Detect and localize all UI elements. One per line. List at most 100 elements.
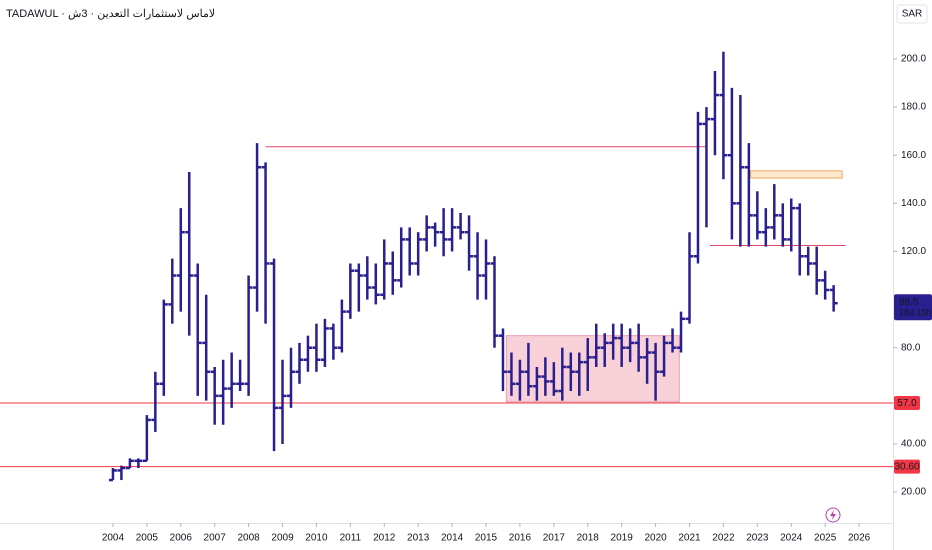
x-tick-label: 2009 <box>271 533 294 544</box>
event-icon[interactable] <box>825 507 841 523</box>
ohlc-bar <box>117 465 126 481</box>
ohlc-bar <box>151 371 160 432</box>
ohlc-bar <box>448 208 457 252</box>
x-tick-label: 2012 <box>373 533 396 544</box>
ohlc-bar <box>498 328 507 392</box>
ohlc-bar <box>634 323 643 372</box>
ohlc-bar <box>736 95 745 247</box>
level-label-box <box>894 396 920 411</box>
ohlc-bar <box>142 415 151 463</box>
ohlc-bar <box>549 362 558 396</box>
ohlc-bar <box>439 208 448 257</box>
currency-box[interactable] <box>896 4 928 24</box>
ohlc-bar <box>312 323 321 372</box>
ohlc-bar <box>176 208 185 312</box>
ohlc-bar <box>456 212 465 240</box>
ohlc-bar <box>465 215 474 271</box>
y-tick-label: 200.0 <box>901 54 926 65</box>
y-tick-label: 40.00 <box>901 439 926 450</box>
ohlc-bar <box>422 215 431 252</box>
y-tick-label: 180.0 <box>901 102 926 113</box>
ohlc-bar <box>515 359 524 401</box>
x-tick-label: 2016 <box>509 533 532 544</box>
ohlc-bar <box>829 285 838 312</box>
ohlc-bar <box>583 338 592 392</box>
x-tick-label: 2007 <box>204 533 227 544</box>
ohlc-bar <box>812 246 821 295</box>
ohlc-bar <box>651 342 660 401</box>
ohlc-bar <box>668 328 677 353</box>
ohlc-bar <box>125 458 134 470</box>
y-tick-label: 120.0 <box>901 246 926 257</box>
ohlc-bar <box>821 270 830 300</box>
level-label: 57.0 <box>897 398 917 409</box>
ohlc-bar <box>778 203 787 247</box>
ohlc-bar <box>490 256 499 348</box>
countdown: 18d 15h <box>899 308 932 318</box>
ohlc-bar <box>168 258 177 324</box>
x-tick-label: 2026 <box>848 533 871 544</box>
ohlc-bar <box>193 263 202 396</box>
ohlc-bar <box>787 198 796 252</box>
ohlc-bar <box>541 357 550 396</box>
ohlc-bar <box>414 232 423 276</box>
ohlc-bar <box>643 338 652 384</box>
chart-title: TADAWUL · لاماس لاستثمارات التعدين · 3ش <box>6 8 215 20</box>
ohlc-bar <box>346 263 355 319</box>
ohlc-bar <box>210 366 219 425</box>
ohlc-bar <box>804 246 813 276</box>
ohlc-bar <box>507 352 516 396</box>
ohlc-bar <box>380 239 389 300</box>
ohlc-bar <box>558 347 567 401</box>
ohlc-bar <box>753 191 762 240</box>
x-tick-label: 2021 <box>678 533 701 544</box>
ohlc-bar <box>253 143 262 312</box>
ohlc-bar <box>524 342 533 396</box>
ohlc-bar <box>617 323 626 367</box>
ohlc-bar <box>626 328 635 363</box>
x-tick-label: 2014 <box>441 533 464 544</box>
y-tick-label: 160.0 <box>901 150 926 161</box>
x-tick-label: 2006 <box>170 533 193 544</box>
ohlc-bar <box>431 222 440 247</box>
ohlc-bar <box>108 468 117 482</box>
x-tick-label: 2008 <box>237 533 260 544</box>
x-tick-label: 2013 <box>407 533 430 544</box>
x-tick-label: 2025 <box>814 533 837 544</box>
ohlc-bar <box>761 208 770 247</box>
ohlc-bar <box>185 172 194 336</box>
ohlc-bar <box>609 323 618 360</box>
ohlc-bar <box>405 227 414 276</box>
ohlc-bar <box>354 263 363 312</box>
ohlc-bar <box>159 299 168 396</box>
ohlc-bar <box>397 227 406 288</box>
y-tick-label: 140.0 <box>901 198 926 209</box>
ohlc-bar <box>202 294 211 401</box>
ohlc-bar <box>744 143 753 247</box>
ohlc-bar <box>371 263 380 305</box>
ohlc-bar <box>660 335 669 377</box>
x-tick-label: 2023 <box>746 533 769 544</box>
ohlc-bar <box>295 342 304 384</box>
zone <box>750 170 843 179</box>
ohlc-bar <box>566 352 575 392</box>
ohlc-bar <box>329 323 338 360</box>
ohlc-bar <box>685 232 694 324</box>
ohlc-bar <box>236 359 245 392</box>
x-tick-label: 2017 <box>543 533 566 544</box>
ohlc-bar <box>575 352 584 396</box>
ohlc-bar <box>727 87 736 240</box>
y-tick-label: 80.0 <box>901 342 921 353</box>
currency[interactable]: SAR <box>902 9 923 20</box>
x-tick-label: 2020 <box>644 533 667 544</box>
price-label: 98.5 <box>899 297 919 308</box>
zone <box>505 335 680 403</box>
x-tick-label: 2018 <box>577 533 600 544</box>
ohlc-bar <box>719 51 728 180</box>
ohlc-bar <box>303 335 312 372</box>
level-label-box <box>894 459 920 474</box>
ohlc-bar <box>363 256 372 300</box>
x-tick-label: 2022 <box>712 533 735 544</box>
ohlc-bar <box>227 352 236 408</box>
